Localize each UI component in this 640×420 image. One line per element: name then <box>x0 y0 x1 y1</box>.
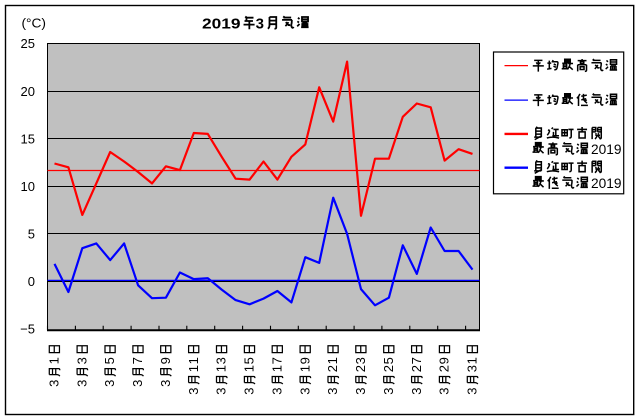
svg-text:1: 1 <box>242 365 257 372</box>
svg-text:3: 3 <box>465 365 480 372</box>
svg-text:(°C): (°C) <box>22 16 47 31</box>
svg-text:9: 9 <box>297 357 312 364</box>
svg-text:3: 3 <box>353 388 368 395</box>
svg-text:1: 1 <box>325 357 340 364</box>
svg-text:3: 3 <box>242 388 257 395</box>
svg-text:3: 3 <box>214 388 229 395</box>
svg-text:5: 5 <box>28 227 35 242</box>
svg-text:2: 2 <box>381 365 396 372</box>
svg-text:3: 3 <box>130 380 145 387</box>
svg-text:3: 3 <box>74 380 89 387</box>
svg-text:−5: −5 <box>20 322 35 337</box>
svg-text:2019: 2019 <box>591 176 622 191</box>
svg-text:15: 15 <box>21 131 35 146</box>
svg-text:7: 7 <box>130 357 145 364</box>
svg-text:2: 2 <box>409 365 424 372</box>
svg-text:5: 5 <box>242 357 257 364</box>
svg-text:7: 7 <box>269 357 284 364</box>
svg-text:3: 3 <box>297 388 312 395</box>
svg-text:2: 2 <box>437 365 452 372</box>
svg-text:3: 3 <box>214 357 229 364</box>
svg-text:9: 9 <box>437 357 452 364</box>
svg-text:1: 1 <box>297 365 312 372</box>
svg-text:9: 9 <box>158 357 173 364</box>
svg-text:3: 3 <box>186 388 201 395</box>
svg-text:3: 3 <box>102 380 117 387</box>
svg-text:20: 20 <box>21 84 35 99</box>
svg-text:2019: 2019 <box>591 142 622 157</box>
svg-text:3: 3 <box>381 388 396 395</box>
svg-text:2: 2 <box>325 365 340 372</box>
svg-text:3: 3 <box>256 16 264 33</box>
svg-text:3: 3 <box>353 357 368 364</box>
svg-text:3: 3 <box>409 388 424 395</box>
svg-text:1: 1 <box>269 365 284 372</box>
svg-text:5: 5 <box>102 357 117 364</box>
svg-text:2019: 2019 <box>202 16 241 33</box>
svg-text:2: 2 <box>353 365 368 372</box>
svg-text:3: 3 <box>465 388 480 395</box>
svg-text:3: 3 <box>74 357 89 364</box>
svg-text:3: 3 <box>325 388 340 395</box>
svg-text:1: 1 <box>465 357 480 364</box>
svg-text:3: 3 <box>47 380 62 387</box>
svg-text:1: 1 <box>214 365 229 372</box>
svg-text:25: 25 <box>21 36 35 51</box>
svg-text:0: 0 <box>28 274 35 289</box>
svg-text:1: 1 <box>186 357 201 364</box>
svg-text:1: 1 <box>47 357 62 364</box>
svg-text:1: 1 <box>186 365 201 372</box>
svg-text:3: 3 <box>158 380 173 387</box>
svg-text:3: 3 <box>269 388 284 395</box>
svg-text:3: 3 <box>437 388 452 395</box>
svg-text:7: 7 <box>409 357 424 364</box>
svg-text:5: 5 <box>381 357 396 364</box>
svg-text:10: 10 <box>21 179 35 194</box>
